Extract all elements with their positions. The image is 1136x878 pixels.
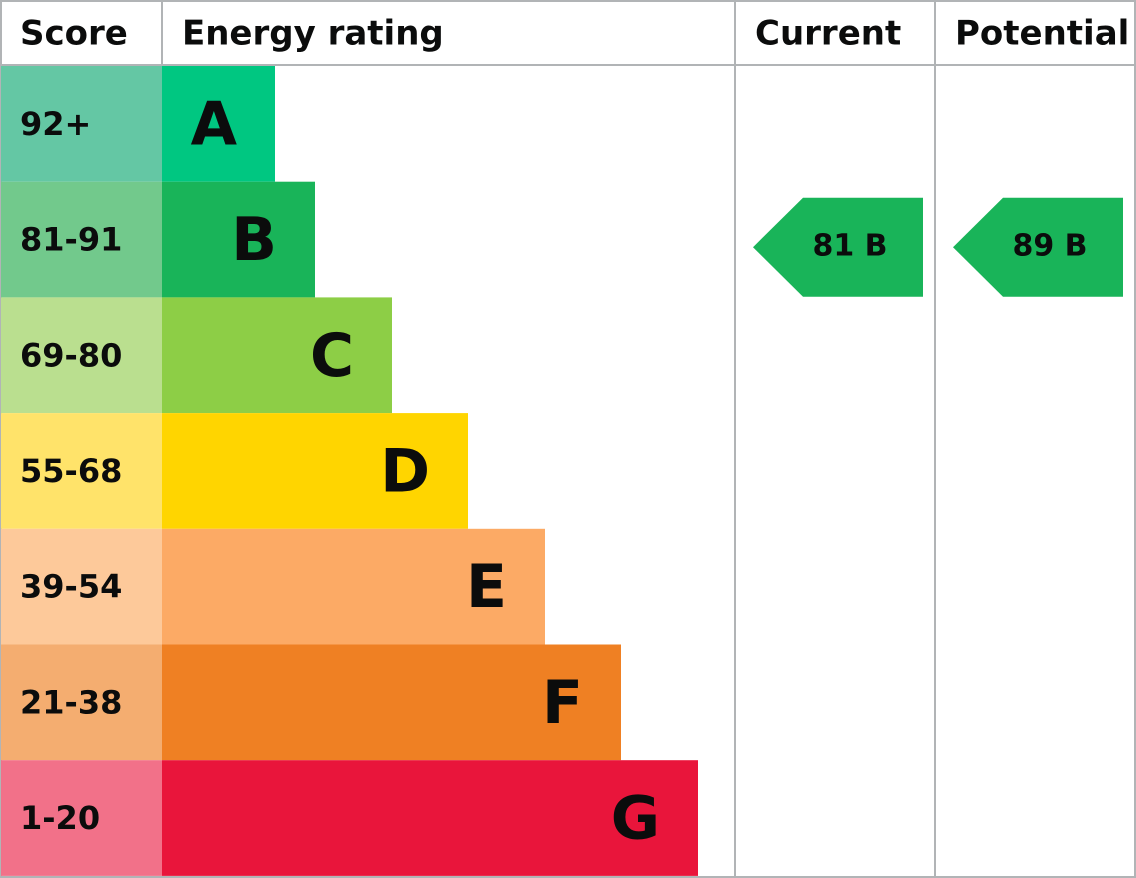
score-cell [1,644,162,761]
score-range: 21-38 [20,683,122,721]
rating-bar [162,413,468,529]
rating-letter: E [466,552,507,622]
potential-arrow [953,197,1123,297]
current-arrow [753,197,923,297]
rating-bar [162,760,698,876]
score-cell [1,181,162,298]
rating-letter: A [191,89,238,159]
score-cell [1,760,162,876]
rating-bar [162,181,315,298]
rating-bar [162,66,275,182]
header-potential: Potential [955,14,1129,54]
header-energy-rating: Energy rating [182,14,444,54]
score-cell [1,528,162,645]
current-label: 81 B [812,229,887,264]
score-range: 55-68 [20,452,122,490]
rating-letter: D [380,437,430,507]
rating-letter: B [231,205,277,275]
rating-bar [162,297,392,414]
score-cell [1,297,162,414]
rating-letter: C [310,321,354,391]
header-current: Current [755,14,901,54]
score-range: 81-91 [20,221,122,259]
header-score: Score [20,14,128,54]
rating-bar [162,644,621,761]
rating-letter: G [611,784,660,854]
score-range: 1-20 [20,799,100,837]
score-cell [1,66,162,182]
score-range: 92+ [20,105,91,143]
potential-label: 89 B [1012,229,1087,264]
score-range: 69-80 [20,336,122,374]
score-range: 39-54 [20,568,122,606]
rating-bar [162,528,545,645]
score-cell [1,413,162,529]
rating-letter: F [542,668,583,738]
